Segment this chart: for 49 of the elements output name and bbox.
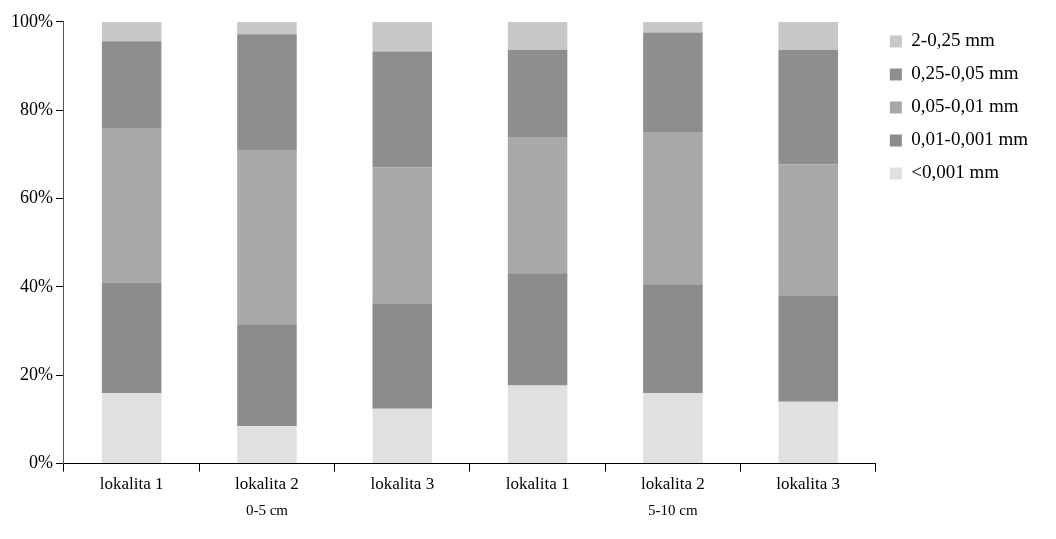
bar [372, 51, 433, 168]
legend-label: 0,01-0,001 mm [911, 128, 1029, 150]
bar [372, 21, 433, 52]
x-tick-label: lokalita 1 [99, 474, 164, 494]
bar [372, 408, 433, 464]
bar [101, 392, 162, 464]
bar [237, 34, 297, 150]
legend-label: 0,05-0,01 mm [911, 95, 1019, 117]
y-tick-label: 60% [19, 187, 53, 208]
bar [643, 132, 703, 285]
bar [643, 21, 703, 33]
bar [507, 49, 568, 138]
bar [778, 21, 838, 50]
bar [507, 385, 568, 464]
bar [101, 41, 162, 129]
legend-label: 0,25-0,05 mm [911, 62, 1019, 84]
bar [237, 21, 297, 35]
x-tick-label: lokalita 2 [641, 474, 705, 494]
bar [643, 32, 703, 133]
x-tick-label: lokalita 2 [235, 474, 299, 494]
bar [778, 401, 838, 464]
bar [507, 21, 568, 50]
y-tick-label: 80% [19, 98, 53, 119]
legend-label: 2-0,25 mm [911, 29, 995, 51]
y-tick-label: 40% [19, 275, 53, 296]
bar [237, 324, 297, 427]
bar [101, 21, 162, 42]
bar [101, 282, 162, 393]
y-tick-label: 0% [28, 452, 53, 473]
text: 5-10 cm [648, 502, 699, 519]
text: 0-5 cm [245, 502, 289, 519]
y-tick-label: 100% [10, 10, 53, 31]
bar [643, 393, 703, 464]
y-tick-label: 20% [19, 363, 53, 384]
bar [778, 49, 838, 165]
bar [778, 295, 838, 402]
x-tick-label: lokalita 3 [370, 474, 435, 494]
bar [237, 426, 297, 464]
bar [372, 167, 433, 304]
x-tick-label: lokalita 1 [505, 474, 570, 494]
legend-label: <0,001 mm [911, 161, 1000, 183]
bar [778, 164, 838, 296]
bar [643, 284, 703, 394]
x-tick-label: lokalita 3 [776, 474, 841, 494]
bar [507, 137, 568, 274]
bar [237, 149, 297, 325]
bar [372, 303, 433, 409]
bar [507, 273, 568, 386]
bar [101, 128, 162, 283]
